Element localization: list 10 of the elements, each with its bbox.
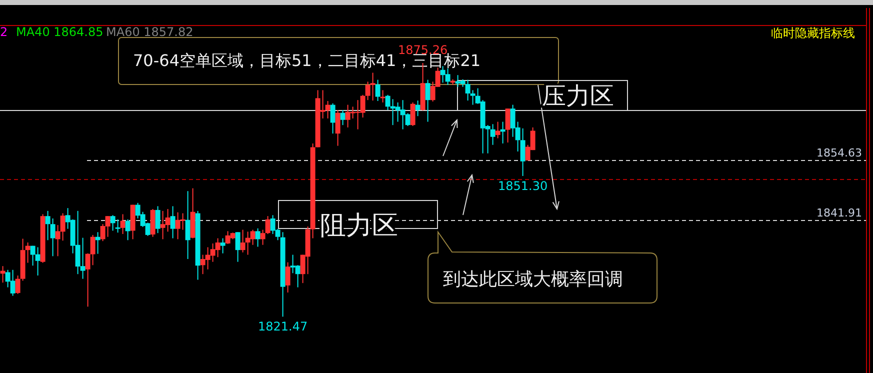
annotation: 1851.30 [498, 179, 548, 194]
annotation: 1821.47 [258, 320, 308, 334]
ref-line-label: 1841.91 [816, 206, 862, 220]
text: MA40 1864.85 [16, 25, 104, 39]
ref-line-label: 1854.63 [816, 146, 862, 160]
annotation: 到达此区域大概率回调 [443, 269, 623, 290]
text: 压力区 [542, 82, 614, 110]
text: MA60 1857.82 [106, 25, 194, 39]
text: 临时隐藏指标线 [771, 26, 855, 40]
text: 2 [0, 25, 8, 39]
